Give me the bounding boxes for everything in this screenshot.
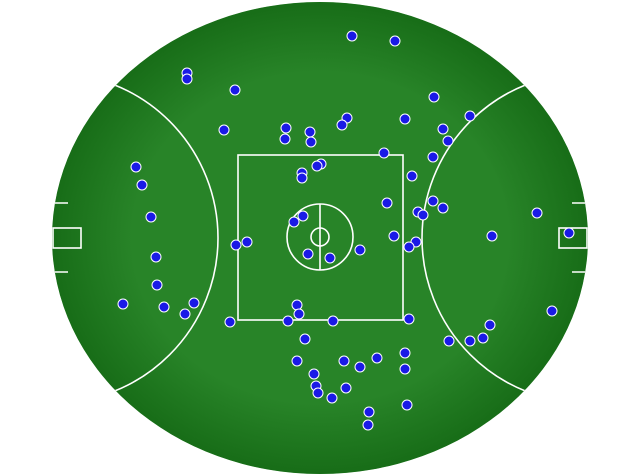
- point: [312, 387, 324, 399]
- point: [427, 151, 439, 163]
- point: [354, 361, 366, 373]
- point: [401, 399, 413, 411]
- point: [224, 316, 236, 328]
- point: [477, 332, 489, 344]
- point: [130, 161, 142, 173]
- point: [388, 230, 400, 242]
- point: [181, 73, 193, 85]
- point: [336, 119, 348, 131]
- point: [297, 210, 309, 222]
- point: [158, 301, 170, 313]
- point: [437, 202, 449, 214]
- point: [389, 35, 401, 47]
- point: [338, 355, 350, 367]
- point: [305, 136, 317, 148]
- point: [340, 382, 352, 394]
- point: [563, 227, 575, 239]
- point: [145, 211, 157, 223]
- point: [399, 347, 411, 359]
- point: [399, 363, 411, 375]
- point: [230, 239, 242, 251]
- point: [229, 84, 241, 96]
- point: [291, 299, 303, 311]
- point: [362, 419, 374, 431]
- point: [428, 91, 440, 103]
- point: [546, 305, 558, 317]
- point: [417, 209, 429, 221]
- point: [531, 207, 543, 219]
- point: [403, 241, 415, 253]
- point: [354, 244, 366, 256]
- point: [280, 122, 292, 134]
- point: [437, 123, 449, 135]
- point: [293, 308, 305, 320]
- point: [179, 308, 191, 320]
- point: [403, 313, 415, 325]
- point: [151, 279, 163, 291]
- point: [279, 133, 291, 145]
- point: [311, 160, 323, 172]
- point: [150, 251, 162, 263]
- point: [464, 335, 476, 347]
- point: [241, 236, 253, 248]
- point: [288, 216, 300, 228]
- point: [486, 230, 498, 242]
- point: [218, 124, 230, 136]
- point: [464, 110, 476, 122]
- point: [371, 352, 383, 364]
- point: [484, 319, 496, 331]
- point: [188, 297, 200, 309]
- point: [399, 113, 411, 125]
- point: [324, 252, 336, 264]
- point: [296, 172, 308, 184]
- point: [346, 30, 358, 42]
- point: [282, 315, 294, 327]
- point: [302, 248, 314, 260]
- point: [378, 147, 390, 159]
- point: [304, 126, 316, 138]
- point: [136, 179, 148, 191]
- point: [308, 368, 320, 380]
- point: [291, 355, 303, 367]
- point: [406, 170, 418, 182]
- point: [427, 195, 439, 207]
- point: [381, 197, 393, 209]
- point: [299, 333, 311, 345]
- point: [327, 315, 339, 327]
- point: [443, 335, 455, 347]
- point: [117, 298, 129, 310]
- point: [363, 406, 375, 418]
- point: [326, 392, 338, 404]
- point: [442, 135, 454, 147]
